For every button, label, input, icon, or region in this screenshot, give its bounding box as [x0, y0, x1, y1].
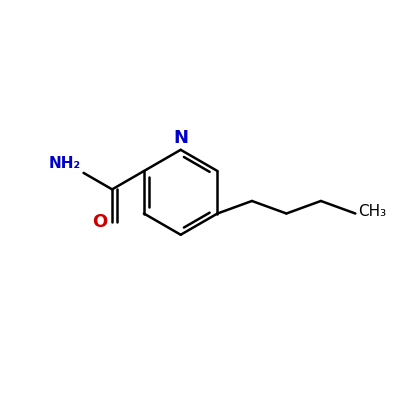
Text: NH₂: NH₂: [48, 156, 80, 171]
Text: N: N: [173, 129, 188, 147]
Text: O: O: [92, 213, 108, 231]
Text: CH₃: CH₃: [358, 204, 386, 219]
